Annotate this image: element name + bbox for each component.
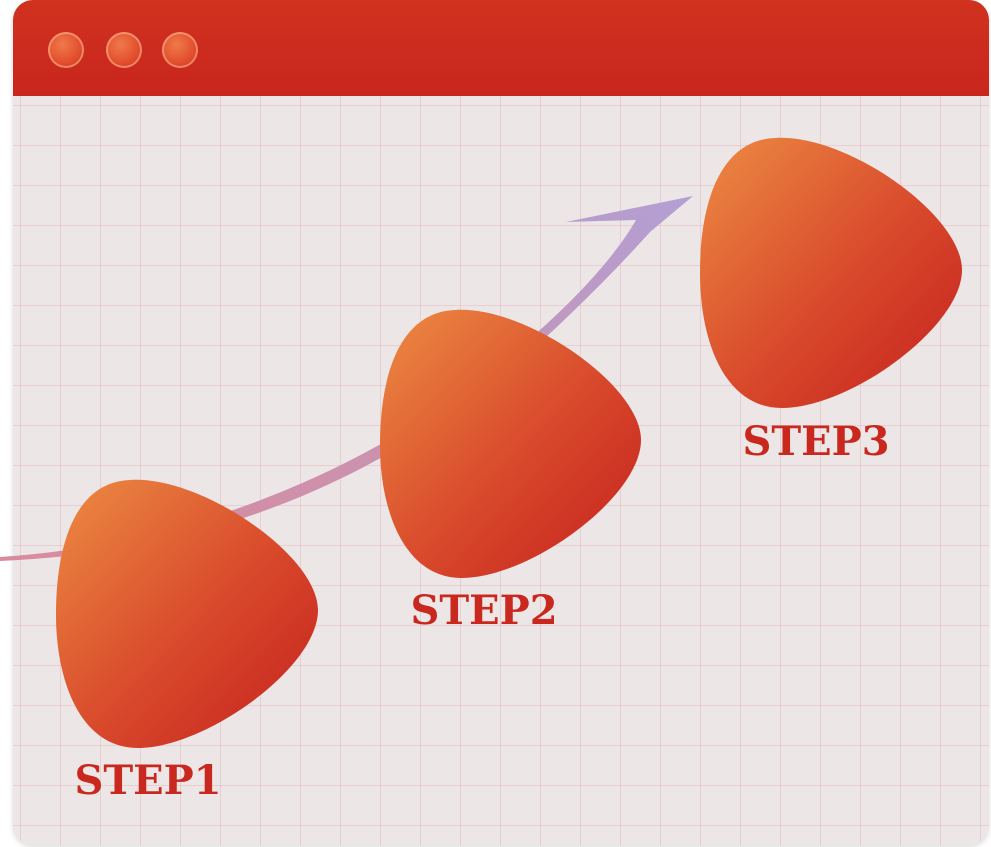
step1-label: STEP1: [74, 757, 221, 804]
title-bar: [13, 0, 989, 96]
step3-shape: [700, 137, 962, 408]
step3-label: STEP3: [742, 418, 889, 465]
window-control-dot-3[interactable]: [162, 32, 198, 68]
window-control-dot-2[interactable]: [106, 32, 142, 68]
step2-shape: [380, 309, 641, 578]
step2-label: STEP2: [410, 587, 557, 634]
window-control-dot-1[interactable]: [48, 32, 84, 68]
step1-shape: [56, 479, 318, 748]
